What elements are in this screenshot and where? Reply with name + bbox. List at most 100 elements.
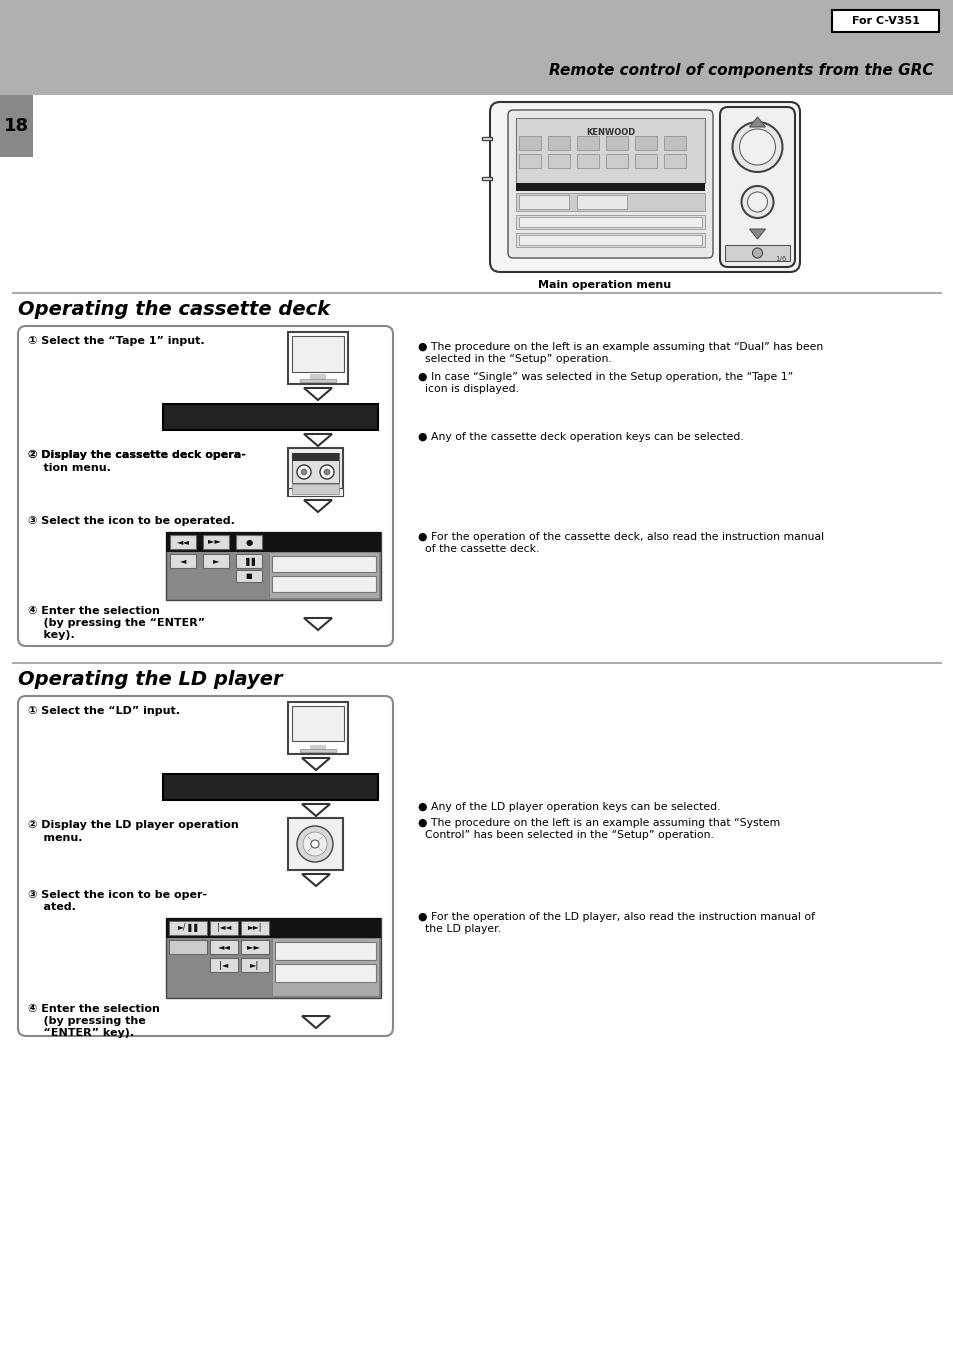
Text: |◄◄: |◄◄ [216, 924, 231, 932]
Bar [481, 136, 492, 141]
Text: (by pressing the: (by pressing the [28, 1016, 146, 1025]
Polygon shape [304, 388, 332, 400]
Bar [288, 817, 343, 870]
Text: ③ Select the icon to be operated.: ③ Select the icon to be operated. [28, 516, 234, 526]
Bar [518, 136, 540, 150]
Bar [12, 292, 941, 293]
Circle shape [747, 192, 767, 212]
Bar [663, 154, 685, 168]
Text: ▐▐: ▐▐ [242, 557, 255, 566]
Bar [516, 232, 704, 247]
Bar [166, 917, 380, 938]
Text: Main operation menu: Main operation menu [537, 280, 671, 290]
Polygon shape [304, 434, 332, 446]
Text: ② Display the cassette deck opera-: ② Display the cassette deck opera- [28, 450, 246, 461]
Bar [163, 774, 377, 800]
FancyBboxPatch shape [720, 107, 794, 267]
Bar [203, 554, 229, 567]
Text: ③ Select the icon to be oper-: ③ Select the icon to be oper- [28, 890, 207, 900]
Bar [292, 336, 344, 372]
Bar [518, 195, 568, 209]
Bar [663, 136, 685, 150]
Text: ►►|: ►►| [248, 924, 262, 932]
Text: ►►: ►► [208, 538, 224, 547]
Bar [292, 453, 338, 484]
Circle shape [324, 469, 330, 476]
Bar [170, 554, 195, 567]
Bar [12, 662, 941, 663]
FancyBboxPatch shape [18, 326, 393, 646]
Text: ►|: ►| [250, 961, 259, 970]
Bar [518, 235, 701, 245]
Text: ◄◄: ◄◄ [176, 538, 190, 547]
Text: |◄: |◄ [219, 961, 229, 970]
Text: ●: ● [245, 538, 253, 547]
Polygon shape [302, 874, 330, 886]
Bar [547, 136, 569, 150]
Bar [0, 95, 33, 157]
Circle shape [319, 465, 334, 480]
Bar [272, 576, 375, 592]
Text: Control” has been selected in the “Setup” operation.: Control” has been selected in the “Setup… [417, 830, 713, 840]
Bar [210, 940, 237, 954]
Text: ④ Enter the selection: ④ Enter the selection [28, 607, 160, 616]
Polygon shape [749, 118, 764, 127]
Bar [516, 118, 704, 182]
Text: menu.: menu. [28, 834, 82, 843]
Bar [577, 195, 626, 209]
Circle shape [739, 128, 775, 165]
Bar [288, 449, 343, 496]
Bar [310, 744, 326, 751]
Bar [547, 154, 569, 168]
Text: Operating the LD player: Operating the LD player [18, 670, 282, 689]
Bar [203, 535, 229, 549]
Bar [210, 958, 237, 971]
Text: ② Display the LD player operation: ② Display the LD player operation [28, 820, 238, 830]
Text: ● In case “Single” was selected in the Setup operation, the “Tape 1”: ● In case “Single” was selected in the S… [417, 372, 792, 382]
Bar [272, 557, 375, 571]
FancyBboxPatch shape [507, 109, 712, 258]
Text: ④ Enter the selection: ④ Enter the selection [28, 1004, 160, 1015]
Bar [516, 193, 704, 211]
Text: ② Display the cassette deck opera-: ② Display the cassette deck opera- [28, 450, 246, 461]
Text: Remote control of components from the GRC: Remote control of components from the GR… [549, 62, 933, 77]
Bar [516, 182, 704, 190]
Bar [605, 136, 627, 150]
Circle shape [732, 122, 781, 172]
Text: (by pressing the “ENTER”: (by pressing the “ENTER” [28, 617, 205, 628]
Bar [235, 554, 262, 567]
Bar [518, 154, 540, 168]
Text: “ENTER” key).: “ENTER” key). [28, 1028, 134, 1038]
Bar [0, 0, 953, 95]
Circle shape [296, 465, 311, 480]
Text: ● For the operation of the LD player, also read the instruction manual of: ● For the operation of the LD player, al… [417, 912, 814, 921]
Text: ● Any of the LD player operation keys can be selected.: ● Any of the LD player operation keys ca… [417, 802, 720, 812]
Bar [274, 965, 375, 982]
Polygon shape [304, 500, 332, 512]
Bar [210, 921, 237, 935]
Bar [577, 136, 598, 150]
Bar [272, 938, 378, 996]
Bar [299, 380, 335, 382]
Polygon shape [304, 617, 332, 630]
Bar [288, 703, 348, 754]
Text: Operating the cassette deck: Operating the cassette deck [18, 300, 330, 319]
Circle shape [303, 832, 327, 857]
Bar [292, 707, 344, 740]
Text: key).: key). [28, 630, 74, 640]
Bar [169, 940, 207, 954]
Text: 18: 18 [4, 118, 29, 135]
Polygon shape [302, 758, 330, 770]
Text: ◄◄: ◄◄ [217, 943, 231, 951]
Circle shape [296, 825, 333, 862]
Text: ated.: ated. [28, 902, 76, 912]
Bar [310, 374, 326, 380]
Bar [299, 748, 335, 753]
Circle shape [740, 186, 773, 218]
Bar [577, 154, 598, 168]
Text: ►: ► [213, 557, 219, 566]
Text: For C-V351: For C-V351 [851, 16, 919, 26]
Bar [169, 921, 207, 935]
Text: selected in the “Setup” operation.: selected in the “Setup” operation. [417, 354, 611, 363]
Bar [635, 136, 657, 150]
